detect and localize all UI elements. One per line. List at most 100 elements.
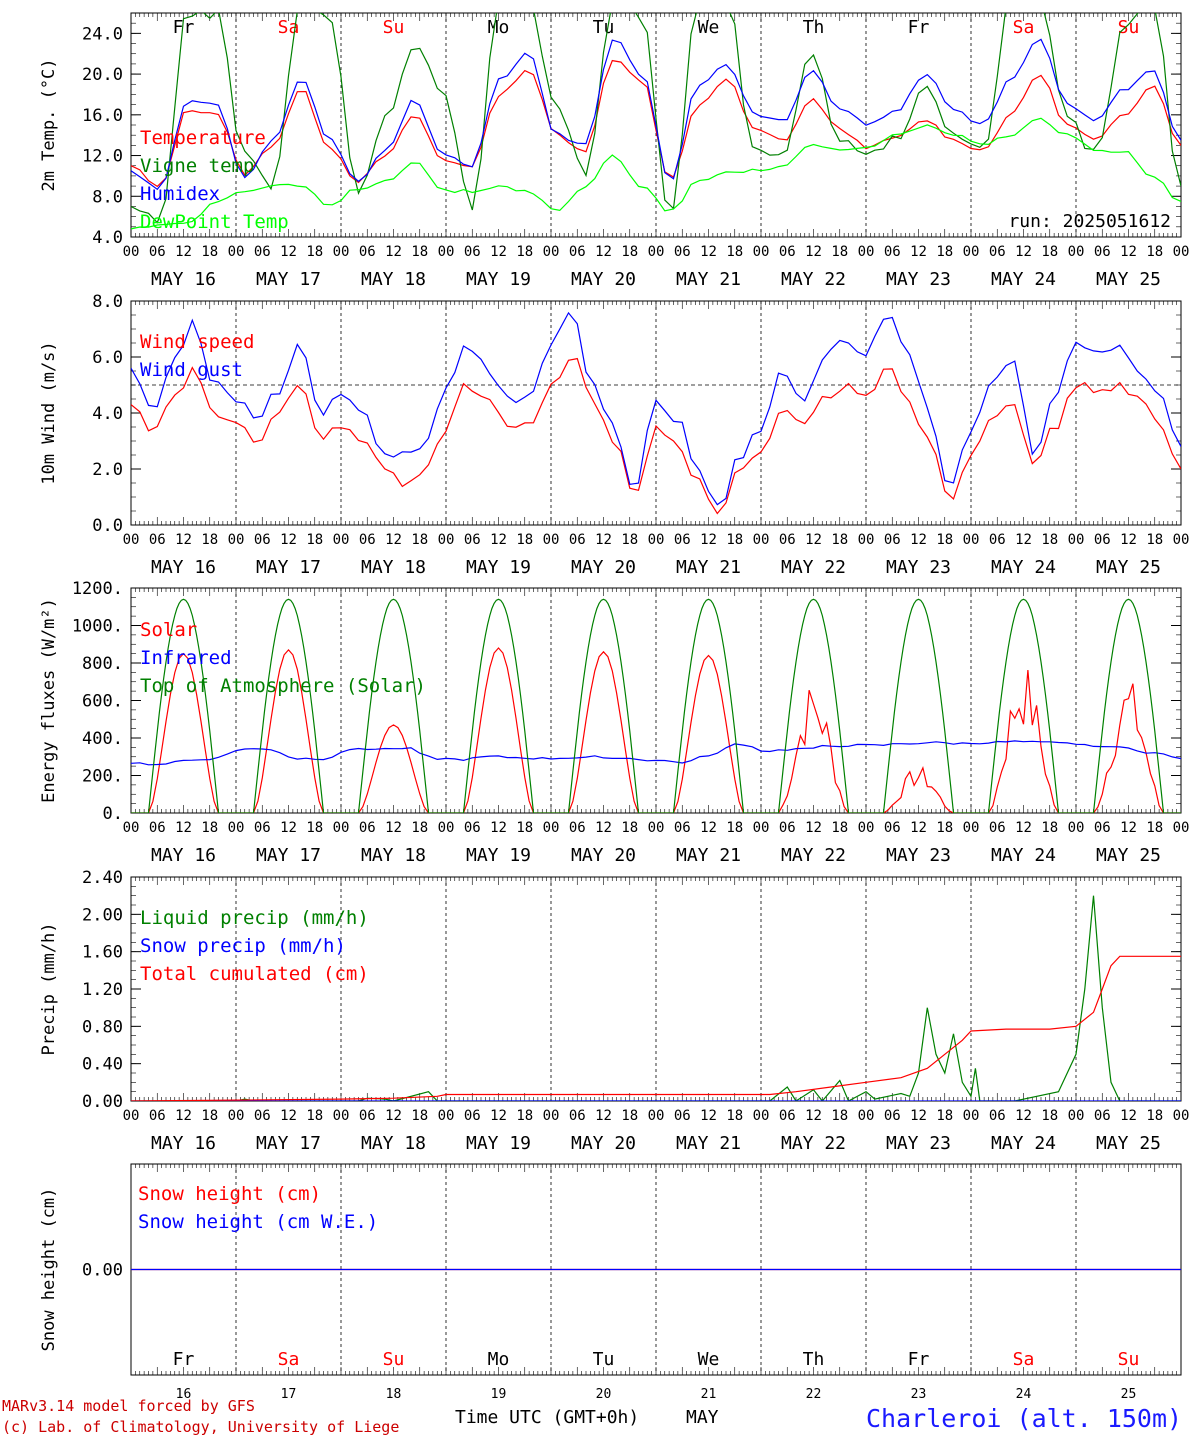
hour-tick-label: 18	[1041, 1108, 1058, 1124]
day-number-label: 22	[806, 1387, 822, 1402]
date-label: MAY 19	[466, 1133, 531, 1154]
hour-tick-label: 06	[359, 820, 376, 836]
hour-tick-label: 18	[726, 820, 743, 836]
hour-tick-label: 06	[1094, 244, 1111, 260]
hour-tick-label: 18	[516, 532, 533, 548]
hour-tick-label: 12	[595, 820, 612, 836]
hour-tick-label: 18	[621, 1108, 638, 1124]
hour-tick-label: 12	[700, 820, 717, 836]
date-label: MAY 16	[151, 1133, 216, 1154]
hour-tick-label: 18	[1146, 532, 1163, 548]
hour-tick-label: 18	[516, 1108, 533, 1124]
weekday-label: Th	[803, 1349, 825, 1370]
hour-tick-label: 06	[1094, 532, 1111, 548]
legend-series-snow-precip-mm-h-: Snow precip (mm/h)	[140, 935, 346, 957]
legend-series-total-cumulated-cm-: Total cumulated (cm)	[140, 963, 369, 985]
date-label: MAY 25	[1096, 557, 1161, 578]
hour-tick-label: 18	[201, 820, 218, 836]
hour-tick-label: 18	[831, 532, 848, 548]
hour-tick-label: 00	[228, 244, 245, 260]
hour-tick-label: 18	[306, 244, 323, 260]
date-label: MAY 16	[151, 557, 216, 578]
y-tick-label: 20.0	[82, 65, 123, 85]
hour-tick-label: 06	[1094, 1108, 1111, 1124]
day-number-label: 18	[386, 1387, 402, 1402]
series-humidex	[131, 38, 1181, 191]
hour-tick-label: 12	[700, 244, 717, 260]
hour-tick-label: 18	[621, 244, 638, 260]
hour-tick-label: 00	[858, 820, 875, 836]
hour-tick-label: 06	[464, 820, 481, 836]
weekday-label: Su	[1118, 17, 1140, 38]
hour-tick-label: 00	[1068, 820, 1085, 836]
legend-series-solar: Solar	[140, 619, 197, 641]
hour-tick-label: 06	[779, 1108, 796, 1124]
date-label: MAY 17	[256, 269, 321, 290]
weekday-label: Su	[383, 1349, 405, 1370]
panel-temp: 4.0 8.0 12.0 16.0 20.0 24.0 2m Temp. (°C) 00 06 1…	[39, 12, 1189, 290]
legend-series-snow-height-cm-: Snow height (cm)	[138, 1183, 321, 1205]
hour-tick-label: 06	[359, 1108, 376, 1124]
hour-tick-label: 06	[149, 244, 166, 260]
hour-tick-label: 06	[674, 532, 691, 548]
date-label: MAY 24	[991, 1133, 1056, 1154]
legend-series-wind-speed: Wind speed	[140, 331, 254, 353]
day-number-label: 17	[281, 1387, 297, 1402]
day-number-label: 21	[701, 1387, 717, 1402]
hour-tick-label: 12	[490, 1108, 507, 1124]
date-label: MAY 16	[151, 845, 216, 866]
hour-tick-label: 00	[753, 532, 770, 548]
y-tick-label: 1.60	[82, 943, 123, 963]
weekday-label: Fr	[908, 17, 930, 38]
y-tick-label: 0.40	[82, 1055, 123, 1075]
hour-tick-label: 00	[228, 532, 245, 548]
hour-tick-label: 12	[595, 532, 612, 548]
hour-tick-label: 18	[411, 532, 428, 548]
hour-tick-label: 18	[1041, 244, 1058, 260]
hour-tick-label: 18	[1146, 820, 1163, 836]
hour-tick-label: 00	[858, 244, 875, 260]
date-label: MAY 24	[991, 845, 1056, 866]
date-label: MAY 23	[886, 269, 951, 290]
hour-tick-label: 00	[333, 1108, 350, 1124]
x-axis-month: MAY	[686, 1407, 719, 1428]
hour-tick-label: 12	[805, 820, 822, 836]
series-group	[131, 311, 1181, 515]
hour-tick-label: 00	[543, 244, 560, 260]
hour-tick-label: 18	[831, 1108, 848, 1124]
legend-series-humidex: Humidex	[140, 183, 220, 205]
legend-series-vigne-temp: Vigne temp	[140, 155, 254, 177]
legend-series-dewpoint-temp: DewPoint Temp	[140, 211, 289, 233]
series-group	[131, 895, 1181, 1101]
footer: MARv3.14 model forced by GFS (c) Lab. of…	[2, 1397, 1182, 1436]
weekday-label: Tu	[593, 1349, 615, 1370]
y-tick-label: 0.00	[82, 1092, 123, 1112]
date-label: MAY 20	[571, 269, 636, 290]
y-tick-label: 6.0	[92, 348, 123, 368]
hour-tick-label: 12	[175, 244, 192, 260]
hour-tick-label: 06	[464, 532, 481, 548]
y-tick-label: 4.0	[92, 404, 123, 424]
hour-tick-label: 18	[936, 820, 953, 836]
hour-tick-label: 18	[516, 244, 533, 260]
series-dewpoint-temp	[131, 117, 1181, 230]
hour-tick-label: 12	[280, 820, 297, 836]
weekday-label: We	[698, 17, 720, 38]
hour-tick-label: 06	[779, 532, 796, 548]
panels: 4.0 8.0 12.0 16.0 20.0 24.0 2m Temp. (°C) 00 06 1…	[39, 12, 1189, 1402]
date-label: MAY 24	[991, 269, 1056, 290]
hour-tick-label: 00	[228, 820, 245, 836]
legend-series-temperature: Temperature	[140, 127, 266, 149]
y-tick-label: 8.0	[92, 292, 123, 312]
hour-tick-label: 00	[438, 532, 455, 548]
hour-tick-label: 12	[1120, 532, 1137, 548]
y-tick-label: 1000.	[72, 617, 123, 637]
panel-wind: 0.0 2.0 4.0 6.0 8.0 10m Wind (m/s) 00 06 12 18 MAY…	[39, 292, 1189, 578]
hour-tick-label: 18	[1146, 1108, 1163, 1124]
hour-tick-label: 12	[490, 532, 507, 548]
date-label: MAY 17	[256, 845, 321, 866]
hour-tick-label: 06	[779, 820, 796, 836]
hour-tick-label: 12	[805, 532, 822, 548]
y-axis-label: 10m Wind (m/s)	[39, 341, 59, 484]
y-tick-label: 200.	[82, 767, 123, 787]
